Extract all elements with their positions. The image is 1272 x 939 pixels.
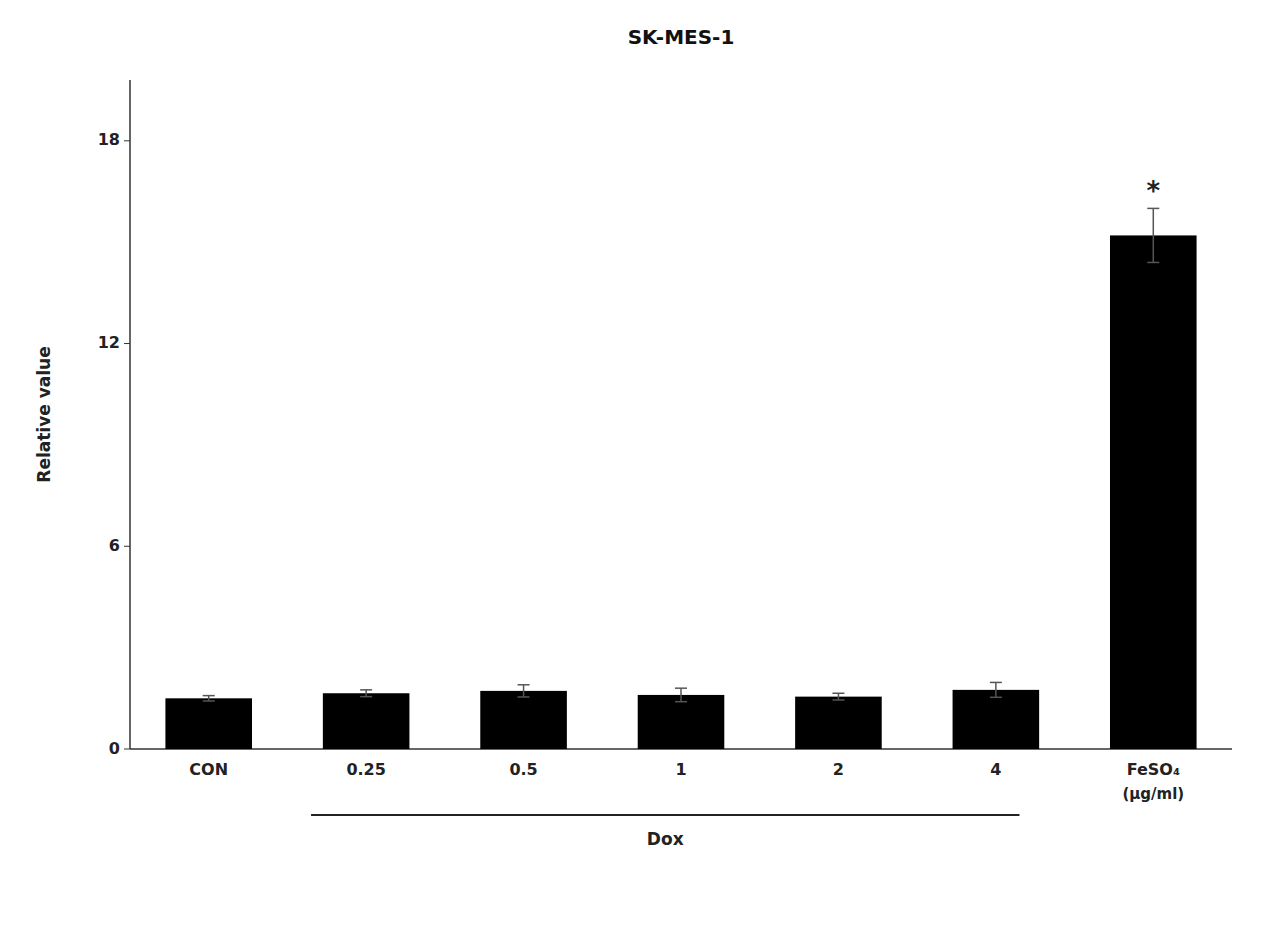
error-stem bbox=[995, 682, 997, 697]
error-bar bbox=[1147, 208, 1159, 262]
x-group: Dox bbox=[311, 815, 1019, 849]
error-stem bbox=[365, 690, 367, 697]
error-stem bbox=[680, 688, 682, 702]
error-cap bbox=[518, 696, 530, 698]
y-tick bbox=[124, 140, 130, 141]
error-cap bbox=[1147, 208, 1159, 210]
x-tick-label: 0.5 bbox=[509, 760, 537, 779]
bar bbox=[953, 690, 1040, 749]
x-tick-sublabel: (µg/ml) bbox=[1122, 785, 1184, 803]
x-tick-label: 4 bbox=[990, 760, 1001, 779]
error-bar bbox=[518, 685, 530, 697]
error-cap bbox=[832, 693, 844, 695]
y-tick-label: 18 bbox=[98, 130, 120, 149]
bar bbox=[165, 698, 252, 749]
y-axis-label: Relative value bbox=[34, 346, 54, 482]
error-cap bbox=[203, 695, 215, 697]
error-cap bbox=[518, 684, 530, 686]
y-tick bbox=[124, 749, 130, 750]
error-bar bbox=[990, 682, 1002, 697]
error-cap bbox=[675, 687, 687, 689]
error-bar bbox=[203, 696, 215, 701]
y-axis: 0 6 12 18 bbox=[98, 80, 1232, 758]
error-stem bbox=[523, 685, 525, 697]
bar bbox=[480, 691, 567, 749]
bars bbox=[165, 208, 1196, 749]
error-stem bbox=[1153, 208, 1155, 262]
x-tick-label: 1 bbox=[675, 760, 686, 779]
y-tick bbox=[124, 546, 130, 547]
error-cap bbox=[360, 689, 372, 691]
y-tick-label: 12 bbox=[98, 333, 120, 352]
bar bbox=[323, 693, 410, 749]
error-stem bbox=[838, 693, 840, 700]
y-tick-label: 6 bbox=[109, 536, 120, 555]
y-tick-label: 0 bbox=[109, 739, 120, 758]
x-tick-label: 2 bbox=[833, 760, 844, 779]
chart-title: SK-MES-1 bbox=[628, 25, 735, 49]
x-tick-label: CON bbox=[189, 760, 228, 779]
x-tick-label: 0.25 bbox=[346, 760, 385, 779]
annotation: * bbox=[1146, 176, 1160, 206]
error-cap bbox=[675, 701, 687, 703]
y-axis-line bbox=[129, 80, 131, 749]
error-cap bbox=[360, 696, 372, 698]
error-bar bbox=[675, 688, 687, 702]
error-cap bbox=[1147, 262, 1159, 264]
bar bbox=[795, 697, 882, 749]
bar bbox=[1110, 235, 1197, 749]
y-tick bbox=[124, 343, 130, 344]
error-cap bbox=[203, 700, 215, 702]
x-axis: CON 0.25 0.5 1 2 4 FeSO₄ (µg/ml) bbox=[189, 760, 1184, 803]
error-bar bbox=[832, 693, 844, 700]
chart-svg: 061218CON0.250.5124FeSO₄(µg/ml)*DoxSK-ME… bbox=[0, 0, 1272, 939]
bar bbox=[638, 695, 725, 749]
error-cap bbox=[990, 697, 1002, 699]
error-cap bbox=[832, 699, 844, 701]
group-label: Dox bbox=[647, 829, 684, 849]
x-tick-label: FeSO₄ bbox=[1127, 760, 1180, 779]
chart-container: 061218CON0.250.5124FeSO₄(µg/ml)*DoxSK-ME… bbox=[0, 0, 1272, 939]
error-bar bbox=[360, 690, 372, 697]
error-cap bbox=[990, 682, 1002, 684]
group-bracket bbox=[311, 814, 1019, 816]
error-stem bbox=[208, 696, 210, 701]
